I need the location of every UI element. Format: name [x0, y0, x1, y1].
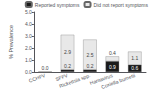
svg-text:0.9: 0.9: [109, 64, 116, 70]
svg-text:0.2: 0.2: [86, 63, 93, 69]
svg-text:Reported symptoms: Reported symptoms: [35, 2, 80, 8]
svg-text:0.2: 0.2: [64, 63, 71, 69]
svg-text:0.0: 0.0: [25, 69, 32, 75]
svg-text:Coxiella burnetii: Coxiella burnetii: [100, 72, 135, 90]
svg-text:% Prevalence: % Prevalence: [8, 25, 14, 59]
svg-text:Rickettsia spp.: Rickettsia spp.: [58, 72, 91, 89]
svg-text:5.0: 5.0: [25, 9, 32, 15]
svg-text:SFFV: SFFV: [54, 72, 69, 83]
svg-text:4.0: 4.0: [25, 21, 32, 27]
svg-text:1.0: 1.0: [25, 57, 32, 63]
svg-text:2.0: 2.0: [25, 45, 32, 51]
svg-text:CCHFV: CCHFV: [28, 72, 47, 84]
svg-text:2.5: 2.5: [86, 52, 93, 58]
svg-text:Hantavirus: Hantavirus: [88, 72, 114, 86]
svg-text:Did not report symptoms: Did not report symptoms: [94, 2, 149, 8]
svg-text:1.1: 1.1: [131, 55, 138, 61]
svg-text:0.4: 0.4: [109, 50, 116, 56]
svg-text:3.0: 3.0: [25, 33, 32, 39]
svg-text:0.0: 0.0: [42, 65, 49, 71]
svg-text:2.9: 2.9: [64, 49, 71, 55]
svg-text:0.6: 0.6: [131, 65, 138, 71]
